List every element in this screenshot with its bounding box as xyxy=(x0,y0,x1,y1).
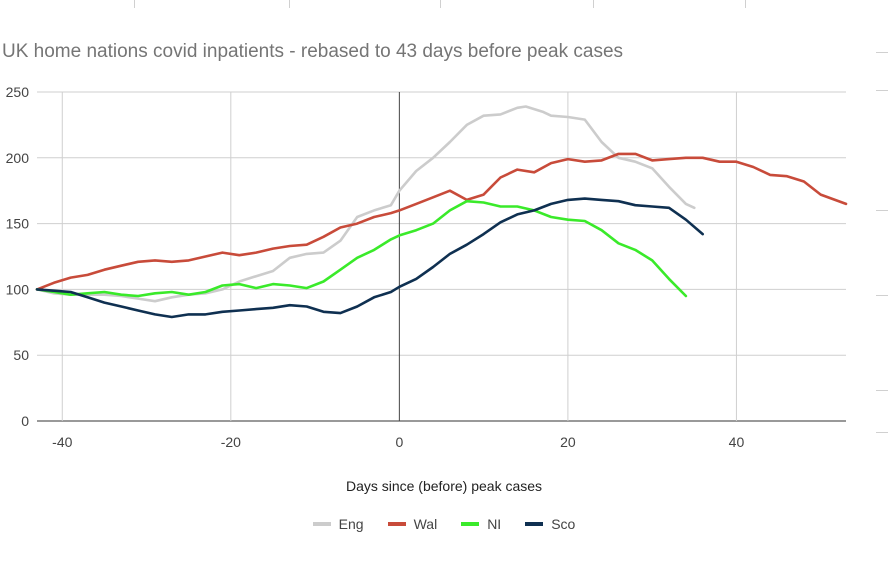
legend-label: Sco xyxy=(551,516,576,532)
grid-cell-line xyxy=(289,0,290,8)
legend-swatch xyxy=(312,522,331,526)
legend-item-eng: Eng xyxy=(312,516,364,532)
chart-title: UK home nations covid inpatients - rebas… xyxy=(2,41,624,62)
chart-card[interactable] xyxy=(0,8,876,563)
grid-cell-line xyxy=(876,90,888,91)
grid-cell-line xyxy=(745,0,746,8)
x-axis-label: Days since (before) peak cases xyxy=(345,478,543,494)
y-tick-label: 100 xyxy=(6,281,30,297)
legend-item-wal: Wal xyxy=(387,516,438,532)
legend-item-ni: NI xyxy=(461,516,501,532)
chart-legend: Eng Wal NI Sco xyxy=(0,516,888,532)
x-tick-label: 40 xyxy=(729,434,745,450)
legend-swatch xyxy=(461,522,480,526)
grid-cell-line xyxy=(134,0,135,8)
grid-cell-line xyxy=(876,210,888,211)
series-line-wal xyxy=(35,152,848,291)
legend-swatch xyxy=(525,522,544,526)
x-tick-label: -40 xyxy=(52,434,72,450)
grid-cell-line xyxy=(876,295,888,296)
legend-label: Wal xyxy=(413,516,438,532)
legend-label: Eng xyxy=(338,516,364,532)
x-tick-label: 0 xyxy=(395,434,403,450)
grid-cell-line xyxy=(876,52,888,53)
series-line-eng xyxy=(35,105,696,303)
legend-swatch xyxy=(387,522,406,526)
x-tick-label: 20 xyxy=(560,434,576,450)
y-tick-label: 0 xyxy=(21,413,29,429)
y-tick-label: 200 xyxy=(6,150,30,166)
y-tick-label: 250 xyxy=(6,84,30,100)
legend-label: NI xyxy=(487,516,502,532)
grid-cell-line xyxy=(440,0,441,8)
grid-cell-line xyxy=(876,390,888,391)
series-line-ni xyxy=(35,199,688,298)
legend-item-sco: Sco xyxy=(525,516,575,532)
x-tick-label: -20 xyxy=(221,434,241,450)
grid-cell-line xyxy=(593,0,594,8)
y-tick-label: 50 xyxy=(13,347,29,363)
series-line-sco xyxy=(35,197,705,319)
grid-cell-line xyxy=(876,432,888,433)
y-tick-label: 150 xyxy=(6,216,30,232)
